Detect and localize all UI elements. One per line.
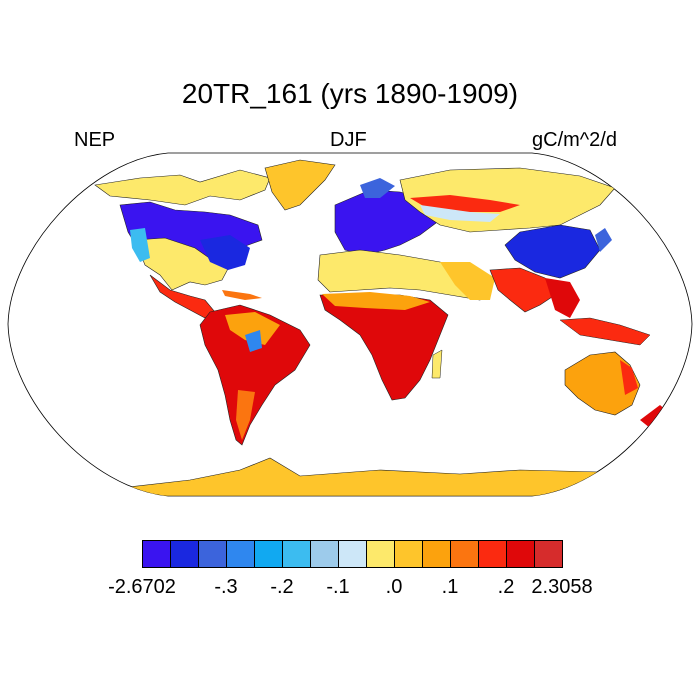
colorbar-swatch	[142, 540, 171, 568]
north-america-arctic-region	[94, 169, 271, 206]
colorbar-swatch	[534, 540, 563, 568]
units-label: gC/m^2/d	[532, 129, 617, 151]
figure-title: 20TR_161 (yrs 1890-1909)	[181, 78, 519, 109]
indonesia-region	[559, 317, 651, 346]
madagascar-region	[431, 349, 443, 379]
colorbar-swatch	[366, 540, 395, 568]
colorbar-swatch	[310, 540, 339, 568]
australia-east-region	[620, 360, 638, 395]
colorbar-tick-label: -.2	[270, 576, 294, 598]
scandinavia-region	[360, 178, 395, 198]
caribbean-region	[222, 290, 262, 300]
colorbar-swatch	[170, 540, 199, 568]
colorbar-swatch	[506, 540, 535, 568]
colorbar-swatch	[394, 540, 423, 568]
south-america-region	[199, 304, 311, 446]
season-label: DJF	[330, 129, 367, 151]
colorbar-swatch	[478, 540, 507, 568]
north-america-central-region	[134, 237, 231, 291]
colorbar-swatch	[422, 540, 451, 568]
colorbar-swatch	[254, 540, 283, 568]
arabian-region	[440, 262, 495, 300]
variable-label: NEP	[74, 129, 116, 151]
greenland-region	[264, 159, 336, 211]
land-areas	[94, 159, 668, 496]
colorbar-tick-label: .0	[385, 576, 403, 598]
colorbar-swatch	[198, 540, 227, 568]
asia-light-strip	[420, 205, 500, 222]
southeast-asia-region	[545, 278, 580, 318]
japan-region	[595, 228, 612, 252]
colorbar-tick-label: 2.3058	[531, 576, 593, 598]
south-america-blue-patches	[245, 330, 262, 352]
colorbar-swatch	[282, 540, 311, 568]
south-asia-region	[489, 267, 556, 313]
north-america-east-region	[200, 235, 250, 270]
africa-sahel-region	[322, 292, 430, 310]
colorbar-tick-label: -.3	[214, 576, 238, 598]
colorbar-swatch	[226, 540, 255, 568]
north-africa-region	[317, 249, 491, 301]
colorbar-tick-label: -.1	[326, 576, 350, 598]
colorbar-tick-label: -2.6702	[108, 576, 176, 598]
south-america-amazon-region	[225, 312, 280, 345]
colorbar-tick-label: .2	[497, 576, 515, 598]
east-asia-region	[504, 224, 601, 279]
colorbar-swatch	[338, 540, 367, 568]
colorbar-swatch	[450, 540, 479, 568]
colorbar-tick-label: .1	[441, 576, 459, 598]
antarctica-region	[109, 457, 661, 496]
south-america-south-region	[236, 390, 255, 440]
north-america-west-region	[130, 228, 150, 262]
